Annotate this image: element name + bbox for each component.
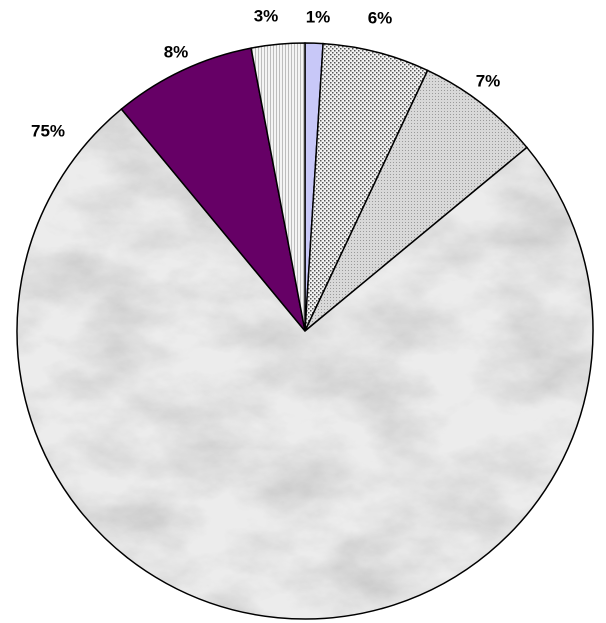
slice-label: 75%	[31, 122, 65, 141]
pie-slice	[304, 69, 528, 332]
pie-slices	[16, 42, 594, 620]
slice-label: 1%	[306, 8, 331, 27]
slice-label: 3%	[254, 7, 279, 26]
pie-labels: 1% 6% 7% 75% 8% 3%	[31, 7, 500, 141]
pie-slice	[250, 42, 306, 332]
slice-label: 7%	[476, 72, 501, 91]
pie-slice	[16, 108, 594, 620]
slice-label: 8%	[164, 43, 189, 62]
pie-slice	[120, 47, 306, 332]
slice-label: 6%	[368, 9, 393, 28]
